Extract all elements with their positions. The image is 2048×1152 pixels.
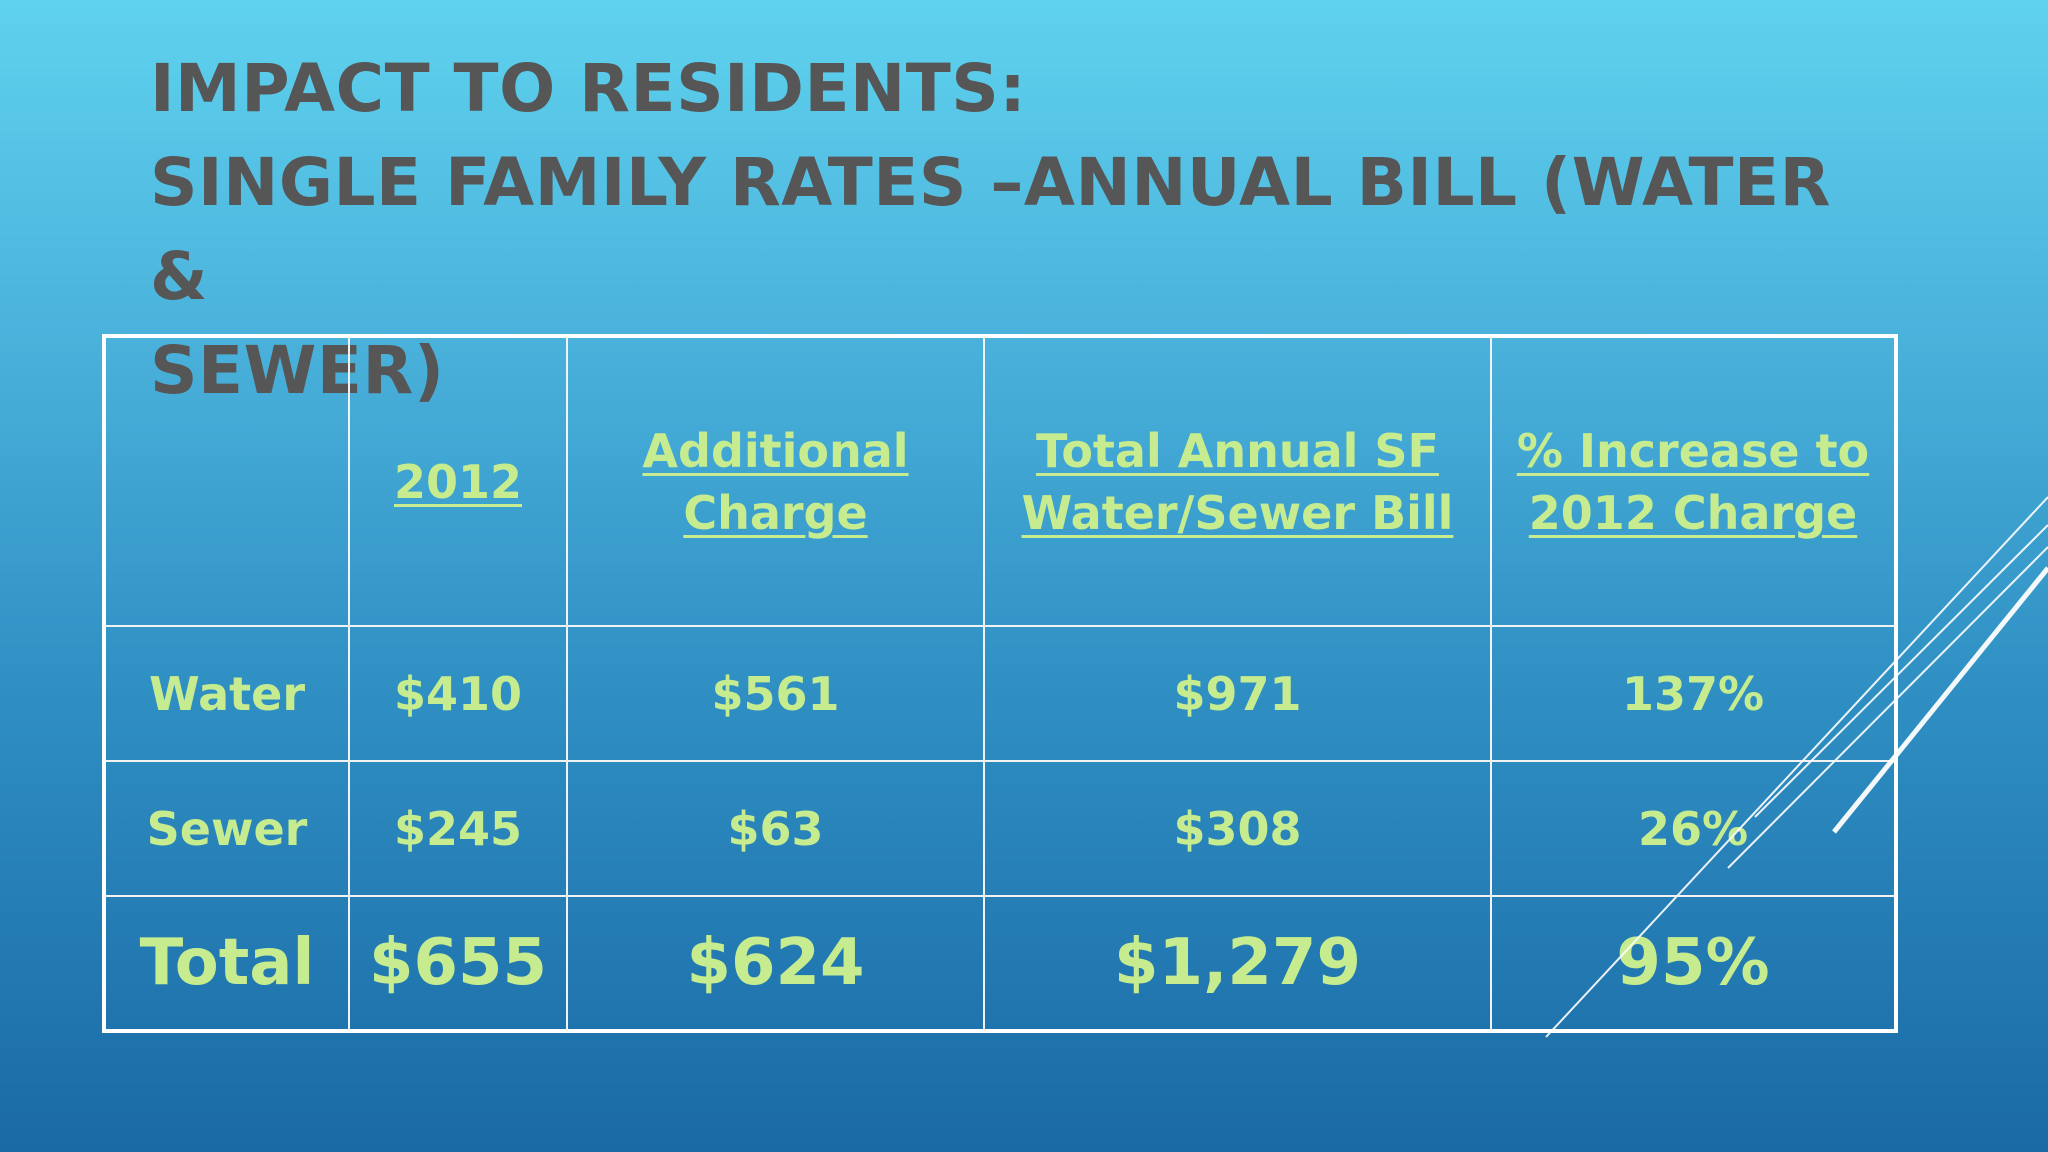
cell-percent-increase: 26%: [1490, 760, 1897, 897]
table-row-sewer: Sewer $245 $63 $308 26%: [103, 760, 1897, 897]
table-row-water: Water $410 $561 $971 137%: [103, 625, 1897, 762]
row-label: Sewer: [103, 760, 350, 897]
header-cell-2012: 2012: [348, 335, 568, 627]
table-row-total: Total $655 $624 $1,279 95%: [103, 895, 1897, 1032]
row-label: Total: [103, 895, 350, 1032]
cell-additional-charge: $624: [566, 895, 985, 1032]
header-cell-total-annual-bill: Total Annual SF Water/Sewer Bill: [983, 335, 1492, 627]
cell-percent-increase: 95%: [1490, 895, 1897, 1032]
header-row: 2012 Additional Charge Total Annual SF W…: [103, 335, 1897, 627]
cell-2012: $410: [348, 625, 568, 762]
header-cell-empty: [103, 335, 350, 627]
header-cell-percent-increase: % Increase to 2012 Charge: [1490, 335, 1897, 627]
row-label: Water: [103, 625, 350, 762]
rates-table: 2012 Additional Charge Total Annual SF W…: [102, 334, 1898, 1033]
cell-total-bill: $971: [983, 625, 1492, 762]
cell-2012: $655: [348, 895, 568, 1032]
cell-total-bill: $1,279: [983, 895, 1492, 1032]
cell-additional-charge: $561: [566, 625, 985, 762]
header-cell-additional-charge: Additional Charge: [566, 335, 985, 627]
cell-additional-charge: $63: [566, 760, 985, 897]
cell-percent-increase: 137%: [1490, 625, 1897, 762]
title-line-2: SINGLE FAMILY RATES –ANNUAL BILL (WATER …: [150, 144, 1831, 315]
cell-2012: $245: [348, 760, 568, 897]
cell-total-bill: $308: [983, 760, 1492, 897]
title-line-1: IMPACT TO RESIDENTS:: [150, 50, 1027, 127]
